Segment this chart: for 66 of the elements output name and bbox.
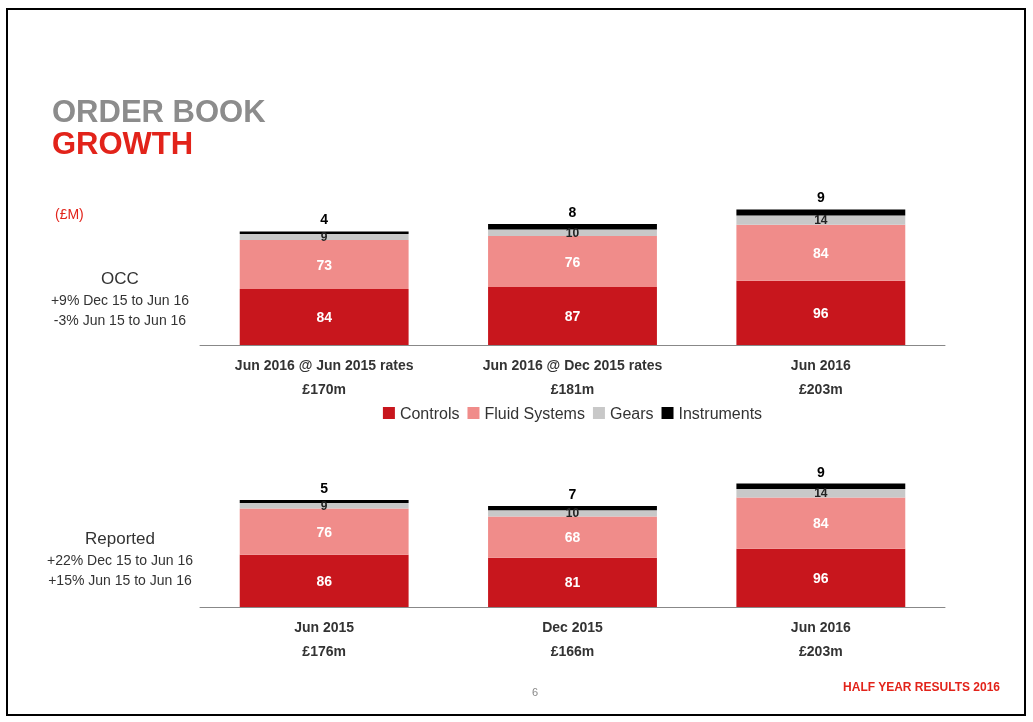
bar	[736, 224, 906, 281]
bar	[488, 286, 657, 345]
text: -3% Jun 15 to Jun 16	[52, 311, 188, 330]
data-label: 96	[813, 569, 829, 586]
data-label: 87	[564, 307, 581, 324]
data-label: 4	[320, 211, 329, 228]
chart-subtitle: GROWTH	[52, 126, 195, 161]
data-label: 84	[813, 244, 829, 261]
bar	[736, 489, 906, 498]
bar	[736, 497, 906, 549]
bar	[736, 215, 906, 225]
bar	[488, 557, 657, 607]
legend-label: Instruments	[678, 404, 763, 422]
text: 6	[530, 686, 540, 698]
data-label: 81	[564, 574, 581, 591]
data-label: 5	[320, 479, 329, 496]
bar	[488, 229, 657, 237]
x-tick-label: Jun 2016 £203m	[790, 357, 851, 397]
x-tick-label: Jun 2015 £176m	[294, 619, 355, 659]
chart-title: ORDER BOOK	[52, 94, 266, 129]
bar	[239, 240, 409, 289]
legend-label: Fluid Systems	[484, 404, 585, 422]
data-label: 76	[564, 253, 581, 270]
data-label: 9	[816, 189, 825, 206]
data-label: 76	[316, 523, 333, 540]
data-label: 68	[564, 529, 581, 546]
text: OCC	[100, 268, 140, 290]
bar	[239, 508, 409, 555]
bar	[239, 234, 409, 241]
data-label: 8	[568, 204, 577, 221]
legend-label: Gears	[609, 404, 654, 422]
x-tick-label: Jun 2016 £203m	[790, 619, 851, 659]
bar	[488, 516, 657, 558]
text: +15% Jun 15 to Jun 16	[47, 571, 193, 590]
data-label: 7	[568, 486, 577, 503]
text: HALF YEAR RESULTS 2016	[842, 680, 1000, 694]
data-label: 73	[316, 256, 333, 273]
bar	[736, 209, 906, 216]
legend-label: Controls	[399, 404, 460, 422]
data-label: 84	[316, 308, 333, 325]
data-label: 96	[813, 304, 829, 321]
x-tick-label: Jun 2016 @ Jun 2015 rates £170m	[234, 357, 414, 397]
bar	[239, 288, 409, 345]
data-label: 10	[565, 225, 580, 240]
bar	[488, 236, 657, 287]
data-label: 14	[814, 486, 828, 501]
data-label: 9	[320, 498, 328, 513]
bar	[736, 280, 906, 345]
x-tick-label: Jun 2016 @ Dec 2015 rates £181m	[482, 357, 663, 397]
bar	[736, 483, 906, 490]
data-label: 86	[316, 572, 333, 589]
text: +22% Dec 15 to Jun 16	[46, 551, 194, 570]
bar	[239, 554, 409, 607]
text: Reported	[84, 528, 156, 550]
x-tick-label: Dec 2015 £166m	[542, 619, 604, 659]
data-label: 14	[814, 213, 828, 228]
y-axis-title: (£M)	[55, 206, 84, 222]
data-label: 10	[565, 506, 580, 521]
bar	[488, 224, 657, 230]
text: +9% Dec 15 to Jun 16	[49, 291, 191, 310]
bar	[488, 510, 657, 517]
data-label: 84	[813, 515, 829, 532]
bar	[239, 503, 409, 509]
bar	[736, 548, 906, 607]
data-label: 9	[816, 463, 825, 480]
data-label: 9	[320, 230, 328, 245]
